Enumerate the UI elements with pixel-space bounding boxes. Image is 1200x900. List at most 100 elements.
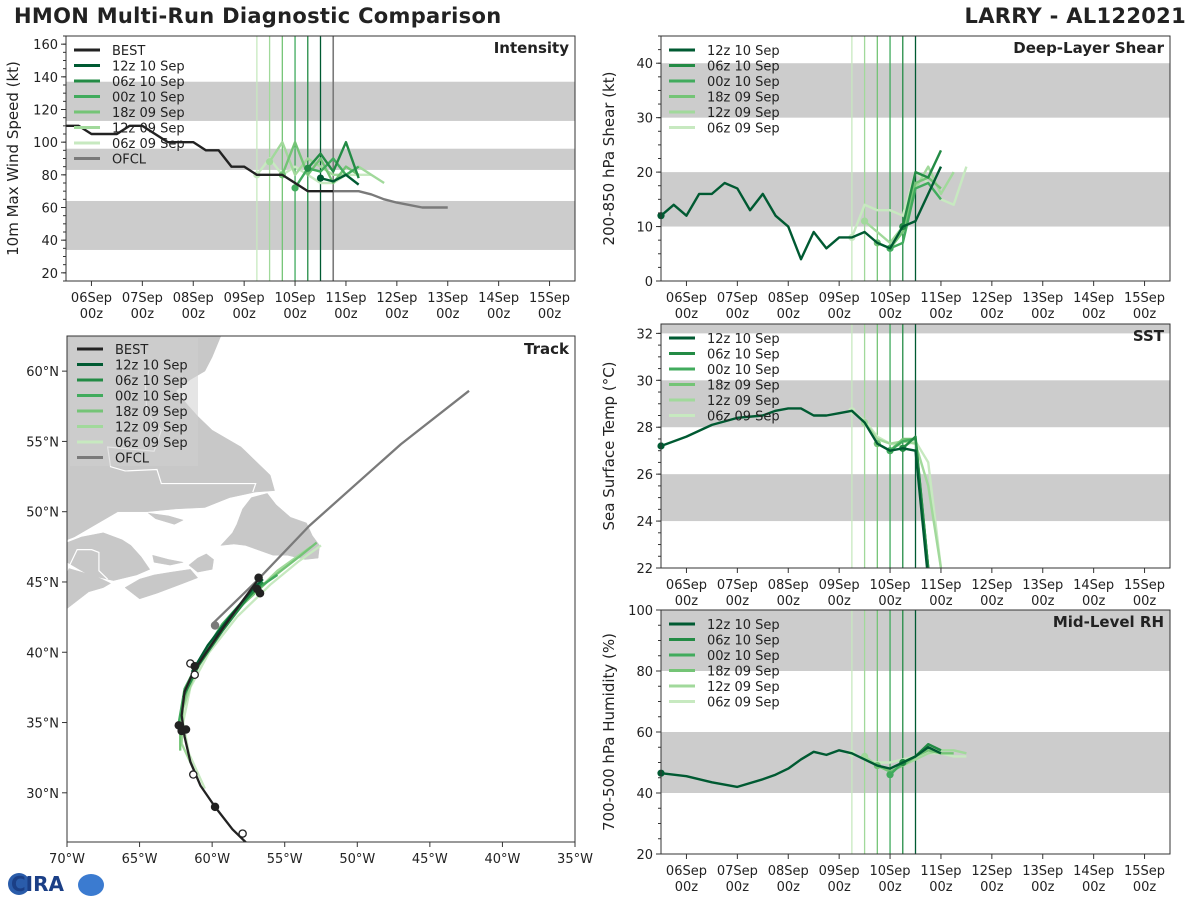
rh-title: Mid-Level RH [1053,613,1164,631]
sst-xtick-label-day: 14Sep [1073,578,1114,593]
rh-legend-label: 06z 10 Sep [707,634,780,649]
sst-legend-label: 06z 09 Sep [707,410,780,425]
track-position-marker [210,621,220,630]
intensity-init-point-00z-10-Sep [291,184,299,192]
intensity-ytick-label: 60 [41,202,58,217]
sst-ytick-label: 24 [636,515,653,530]
intensity-xtick-label-hour: 00z [283,307,307,322]
sst-series-12z-10-Sep [661,407,929,568]
shear-ylabel: 200-850 hPa Shear (kt) [600,72,618,246]
land-polygon [220,493,320,560]
rh-ytick-label: 20 [636,848,653,863]
shear-series-06z-09-Sep [850,166,968,238]
intensity-init-point-12z-10-Sep [316,174,325,182]
rh-ytick-label: 100 [628,604,653,619]
shear-xtick-label-day: 15Sep [1124,291,1165,306]
track-position-marker [254,573,263,583]
shear-chart: 01020304006Sep00z07Sep00z08Sep00z09Sep00… [600,35,1171,322]
intensity-series-12z-10-Sep [320,173,360,186]
shear-xtick-label-hour: 00z [980,307,1004,322]
rh-xtick-label-day: 13Sep [1022,864,1063,879]
track-xtick-label: 60°W [194,852,230,867]
track-legend-background [70,338,198,466]
intensity-xtick-label-day: 14Sep [478,291,519,306]
track-ytick-label: 50°N [26,506,59,521]
intensity-series-06z-09-Sep [255,157,372,185]
shear-legend-label: 06z 09 Sep [707,122,780,137]
track-legend-label: 00z 10 Sep [115,390,188,405]
land-polygon [124,569,199,600]
cira-logo-globe-icon [8,873,30,895]
intensity-series-06z-10-Sep [306,140,360,179]
sst-xtick-label-day: 07Sep [717,578,758,593]
track-legend-label: 06z 10 Sep [115,374,188,389]
storm-title: LARRY - AL122021 [964,4,1186,28]
sst-chart: 22242628303206Sep00z07Sep00z08Sep00z09Se… [600,323,1171,609]
sst-frame [660,323,1171,569]
rh-legend-label: 12z 10 Sep [707,618,780,633]
rh-ytick-label: 80 [636,665,653,680]
track-xtick-label: 65°W [122,852,158,867]
intensity-series-00z-10-Sep [294,157,360,189]
shear-legend-label: 12z 09 Sep [707,106,780,121]
rh-ytick-label: 60 [636,726,653,741]
sst-legend-label: 18z 09 Sep [707,379,780,394]
intensity-legend-label: 12z 09 Sep [112,122,185,137]
intensity-ytick-label: 100 [33,136,58,151]
shear-ytick-label: 30 [636,112,653,127]
intensity-legend-label: OFCL [112,153,147,168]
rh-xtick-label-day: 12Sep [971,864,1012,879]
shear-ytick-label: 0 [645,275,653,290]
land-polygon [67,567,112,609]
intensity-xtick-label-hour: 00z [436,307,460,322]
sst-xtick-label-hour: 00z [878,594,902,609]
sst-xtick-label-day: 09Sep [819,578,860,593]
track-position-marker [238,829,247,838]
rh-xtick-label-hour: 00z [1133,880,1157,895]
intensity-series-OFCL [333,189,448,209]
sst-ytick-label: 28 [636,421,653,436]
track-chart: 70°W 65°W 60°W 55°W 50°W 45°W 40°W 35°W 30°N 35°N… [26,335,593,867]
track-ytick-label: 35°N [26,717,59,732]
sst-xtick-label-day: 15Sep [1124,578,1165,593]
track-legend-label: 12z 10 Sep [115,359,188,374]
shear-legend-label: 18z 09 Sep [707,91,780,106]
rh-legend-label: 18z 09 Sep [707,665,780,680]
rh-ytick-label: 40 [636,787,653,802]
intensity-init-point-06z-10-Sep [304,164,312,172]
intensity-series-BEST [66,124,334,193]
track-xtick-label: 50°W [339,852,375,867]
sst-ylabel: Sea Surface Temp (°C) [600,361,618,530]
track-ytick-label: 60°N [26,365,59,380]
intensity-ytick-label: 160 [33,38,58,53]
sst-ytick-label: 22 [636,562,653,577]
track-legend-label: BEST [115,343,148,358]
shear-xtick-label-hour: 00z [726,307,750,322]
intensity-xtick-label-day: 08Sep [173,291,214,306]
shear-xtick-label-day: 10Sep [870,291,911,306]
shear-xtick-label-day: 08Sep [768,291,809,306]
intensity-series-18z-09-Sep [281,140,360,185]
sst-legend-label: 00z 10 Sep [707,363,780,378]
track-legend-label: 06z 09 Sep [115,436,188,451]
rh-xtick-label-hour: 00z [777,880,801,895]
sst-legend-label: 12z 09 Sep [707,394,780,409]
intensity-xtick-label-day: 12Sep [376,291,417,306]
rh-xtick-label-hour: 00z [980,880,1004,895]
rh-ylabel: 700-500 hPa Humidity (%) [600,633,618,831]
sst-xtick-label-hour: 00z [929,594,953,609]
track-xtick-label: 55°W [267,852,303,867]
rh-legend-label: 00z 10 Sep [707,649,780,664]
intensity-init-point-12z-09-Sep [266,158,274,166]
sst-legend-label: 06z 10 Sep [707,348,780,363]
shear-xtick-label-day: 07Sep [717,291,758,306]
shear-legend-label: 12z 10 Sep [707,44,780,59]
intensity-xtick-label-day: 10Sep [275,291,316,306]
track-legend-label: 18z 09 Sep [115,405,188,420]
intensity-legend-label: 12z 10 Sep [112,60,185,75]
shear-xtick-label-hour: 00z [1031,307,1055,322]
rh-xtick-label-day: 14Sep [1073,864,1114,879]
land-polygon [147,512,184,525]
shear-init-point-12z-09-Sep [861,217,869,225]
